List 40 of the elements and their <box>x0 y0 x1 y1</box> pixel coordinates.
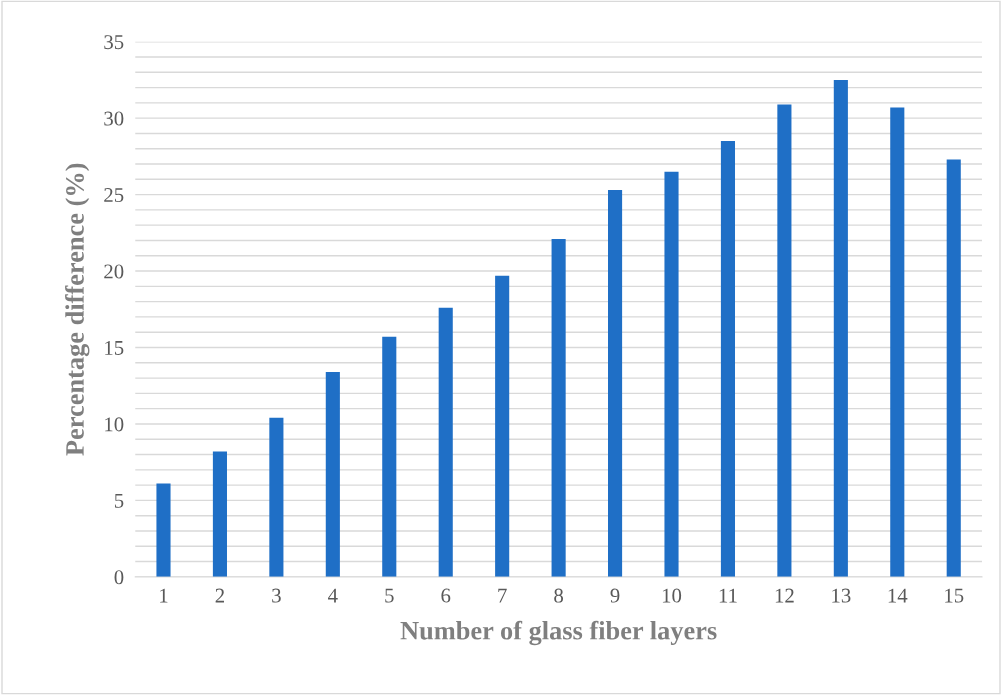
bar <box>551 238 566 577</box>
y-tick-label: 25 <box>104 188 124 203</box>
x-tick-label: 3 <box>272 588 281 603</box>
x-tick-label: 15 <box>945 588 964 603</box>
bar <box>833 79 848 577</box>
y-tick-label: 30 <box>104 111 124 126</box>
bar <box>156 483 171 577</box>
x-tick-label: 7 <box>498 588 507 603</box>
x-tick-label: 5 <box>385 588 394 603</box>
y-tick-label: 35 <box>104 35 124 50</box>
x-tick-label: 10 <box>662 588 682 603</box>
y-tick-label: 0 <box>114 570 124 585</box>
bar <box>212 451 227 577</box>
x-tick-label: 1 <box>160 588 168 603</box>
bar <box>608 190 623 577</box>
bar <box>495 275 510 577</box>
y-tick-label: 20 <box>104 264 124 279</box>
x-tick-label: 4 <box>328 588 338 603</box>
x-tick-label: 2 <box>215 588 224 603</box>
x-axis-title: Number of glass fiber layers <box>400 620 717 646</box>
x-tick-label: 13 <box>832 588 851 603</box>
x-tick-label: 9 <box>610 588 620 603</box>
y-tick-label: 15 <box>105 340 124 355</box>
bar <box>438 307 453 577</box>
x-tick-label: 14 <box>888 588 908 603</box>
bar <box>325 371 340 577</box>
y-tick-label: 10 <box>105 417 124 432</box>
y-tick-label: 5 <box>114 493 124 508</box>
x-tick-label: 12 <box>775 588 794 603</box>
bar <box>946 159 961 577</box>
bar <box>382 336 397 577</box>
x-tick-label: 11 <box>719 588 737 603</box>
bar <box>777 104 792 577</box>
y-axis-title: Percentage difference (%) <box>65 163 90 456</box>
x-tick-label: 8 <box>554 588 564 603</box>
bar <box>720 141 736 577</box>
bar <box>890 107 905 577</box>
bar <box>664 171 679 577</box>
x-tick-label: 6 <box>441 588 451 603</box>
bar <box>269 417 284 577</box>
